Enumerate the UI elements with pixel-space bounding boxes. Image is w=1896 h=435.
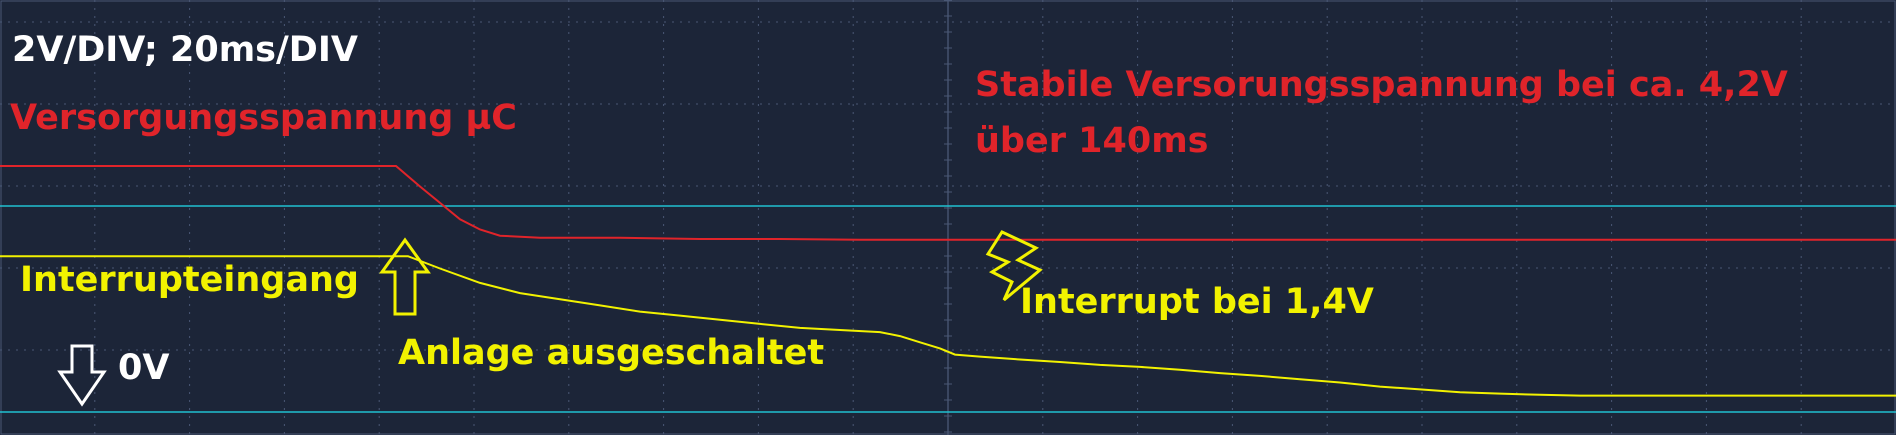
stable-voltage-note-line1: Stabile Versorungsspannung bei ca. 4,2V [975,65,1788,105]
interrupt-input-trace [0,255,1896,397]
stable-voltage-note-line2: über 140ms [975,121,1209,161]
down-arrow-icon [57,344,107,407]
up-arrow-icon [379,237,431,316]
interrupt-threshold-label: Interrupt bei 1,4V [1020,282,1374,322]
switch-off-label: Anlage ausgeschaltet [398,333,825,373]
traces [0,165,1896,397]
lightning-bolt-icon [985,230,1043,302]
zero-volt-label: 0V [118,348,170,388]
scale-label: 2V/DIV; 20ms/DIV [12,30,358,70]
supply-voltage-label: Versorgungsspannung µC [10,98,517,138]
interrupt-input-label: Interrupteingang [20,260,359,300]
supply-voltage-trace [0,165,1896,241]
